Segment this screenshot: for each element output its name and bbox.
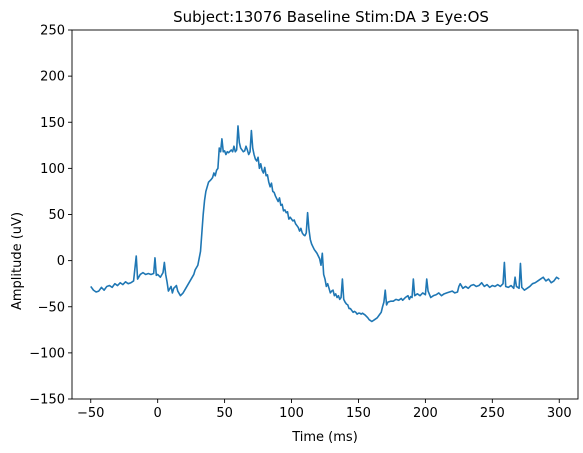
x-axis-title: Time (ms) xyxy=(291,430,358,445)
x-tick-label: 50 xyxy=(216,406,233,421)
x-tick-label: 250 xyxy=(480,406,505,421)
x-tick-label: 100 xyxy=(279,406,304,421)
x-tick-label: 200 xyxy=(413,406,438,421)
y-tick-label: 50 xyxy=(48,208,65,223)
series-line-0 xyxy=(90,125,560,323)
y-tick-label: 100 xyxy=(40,162,65,177)
x-tick-label: −50 xyxy=(77,406,104,421)
y-axis-title: Amplitude (uV) xyxy=(10,212,25,310)
x-tick-label: 300 xyxy=(547,406,572,421)
y-tick-label: −100 xyxy=(29,346,65,361)
y-tick-label: −150 xyxy=(29,393,65,408)
y-tick-label: 150 xyxy=(40,116,65,131)
y-tick-label: −50 xyxy=(38,300,65,315)
plot-frame xyxy=(71,29,579,400)
y-tick-label: 200 xyxy=(40,70,65,85)
x-tick-label: 150 xyxy=(346,406,371,421)
y-tick-label: 250 xyxy=(40,24,65,39)
y-tick-label: 0 xyxy=(57,254,65,269)
x-tick-label: 0 xyxy=(154,406,162,421)
chart-title: Subject:13076 Baseline Stim:DA 3 Eye:OS xyxy=(173,8,489,26)
plot-area: −50 0 50 100 150 200 250 300 −150 −100 −50 0 50 100 15… xyxy=(29,24,579,421)
